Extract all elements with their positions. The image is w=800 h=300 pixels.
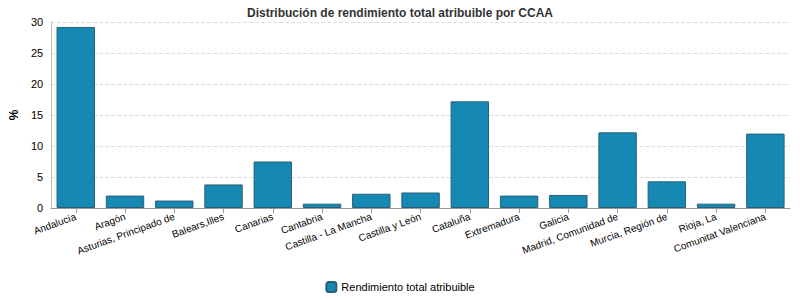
svg-text:Murcia, Región de: Murcia, Región de [589, 211, 669, 249]
svg-text:20: 20 [31, 78, 43, 90]
svg-text:25: 25 [31, 47, 43, 59]
svg-text:Castilla y León: Castilla y León [357, 211, 422, 244]
svg-text:%: % [7, 109, 21, 120]
svg-text:Cantabria: Cantabria [279, 210, 324, 236]
svg-text:15: 15 [31, 109, 43, 121]
svg-text:Canarias: Canarias [233, 211, 274, 235]
svg-text:Asturias, Principado de: Asturias, Principado de [76, 211, 177, 257]
svg-text:Andalucía: Andalucía [32, 211, 78, 237]
svg-text:0: 0 [37, 202, 43, 214]
svg-text:5: 5 [37, 171, 43, 183]
svg-text:Comunitat Valenciana: Comunitat Valenciana [672, 211, 767, 255]
svg-text:Balears,Illes: Balears,Illes [170, 211, 225, 240]
svg-text:10: 10 [31, 140, 43, 152]
svg-text:Castilla - La Mancha: Castilla - La Mancha [283, 210, 374, 253]
svg-text:Rioja, La: Rioja, La [677, 210, 718, 235]
svg-text:Cataluña: Cataluña [430, 210, 472, 235]
svg-text:Aragón: Aragón [92, 210, 127, 233]
svg-text:Distribución de rendimiento to: Distribución de rendimiento total atribu… [247, 6, 553, 20]
svg-text:Galicia: Galicia [537, 210, 571, 232]
svg-text:30: 30 [31, 16, 43, 28]
svg-text:Extremadura: Extremadura [463, 211, 521, 241]
svg-text:Madrid, Comunidad de: Madrid, Comunidad de [520, 210, 620, 256]
svg-text:Rendimiento total atribuible: Rendimiento total atribuible [341, 281, 474, 293]
